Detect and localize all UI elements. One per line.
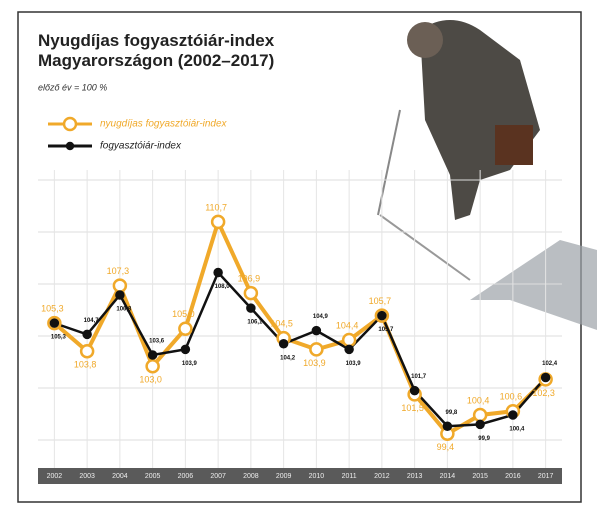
value-label: 108,0	[215, 284, 231, 290]
value-label: 105,3	[41, 304, 64, 314]
value-label: 103,8	[74, 360, 97, 370]
point	[542, 374, 549, 381]
value-label: 103,0	[139, 375, 162, 385]
x-tick-label: 2003	[79, 473, 95, 480]
value-label: 110,7	[205, 202, 227, 212]
point	[247, 305, 254, 312]
legend-label: nyugdíjas fogyasztóiár-index	[100, 119, 228, 130]
x-tick-label: 2002	[47, 473, 63, 480]
point	[474, 409, 486, 421]
x-tick-label: 2011	[342, 473, 357, 480]
point	[378, 312, 385, 319]
value-label: 105,0	[172, 309, 195, 319]
x-tick-label: 2015	[472, 473, 488, 480]
point	[149, 352, 156, 359]
value-label: 100,4	[509, 427, 525, 433]
x-tick-label: 2017	[538, 473, 554, 480]
value-label: 106,9	[238, 274, 261, 284]
x-tick-label: 2016	[505, 473, 521, 480]
value-label: 99,4	[437, 442, 455, 452]
value-label: 103,9	[182, 361, 198, 367]
value-label: 101,7	[411, 374, 427, 380]
value-label: 105,7	[369, 296, 392, 306]
x-tick-label: 2014	[440, 473, 456, 480]
value-label: 104,7	[84, 318, 100, 324]
legend-marker	[67, 143, 73, 149]
value-label: 104,2	[280, 355, 296, 361]
value-label: 106,1	[247, 320, 263, 326]
point	[280, 340, 287, 347]
value-label: 105,3	[51, 335, 67, 341]
point	[310, 343, 322, 355]
x-tick-label: 2005	[145, 473, 161, 480]
point	[84, 331, 91, 338]
subtitle: előző év = 100 %	[38, 82, 107, 92]
point	[444, 423, 451, 430]
point	[509, 412, 516, 419]
legend-marker	[64, 118, 76, 130]
point	[81, 345, 93, 357]
value-label: 100,6	[500, 392, 523, 402]
value-label: 105,7	[378, 327, 394, 333]
point	[114, 280, 126, 292]
point	[411, 387, 418, 394]
point	[51, 320, 58, 327]
point	[147, 360, 159, 372]
x-tick-label: 2008	[243, 473, 259, 480]
point	[346, 346, 353, 353]
value-label: 103,9	[303, 358, 326, 368]
value-label: 102,3	[532, 388, 555, 398]
value-label: 107,3	[107, 266, 130, 276]
value-label: 104,4	[336, 320, 359, 330]
chart: Nyugdíjas fogyasztóiár-indexMagyarország…	[0, 0, 597, 515]
point	[179, 323, 191, 335]
x-tick-label: 2012	[374, 473, 390, 480]
point	[313, 327, 320, 334]
value-label: 100,4	[467, 395, 490, 405]
value-label: 104,5	[270, 319, 293, 329]
legend-label: fogyasztóiár-index	[100, 141, 182, 152]
x-tick-label: 2004	[112, 473, 128, 480]
point	[182, 346, 189, 353]
point	[116, 292, 123, 299]
point	[215, 269, 222, 276]
x-tick-label: 2010	[309, 473, 325, 480]
point	[343, 334, 355, 346]
x-tick-label: 2006	[178, 473, 194, 480]
x-tick-label: 2009	[276, 473, 292, 480]
x-tick-label: 2007	[210, 473, 226, 480]
point	[245, 287, 257, 299]
x-tick-label: 2013	[407, 473, 423, 480]
value-label: 104,9	[313, 314, 329, 320]
point	[212, 216, 224, 228]
value-label: 102,4	[542, 361, 558, 367]
value-label: 101,5	[401, 403, 424, 413]
point	[477, 421, 484, 428]
value-label: 103,9	[346, 361, 362, 367]
value-label: 99,8	[446, 410, 458, 416]
value-label: 99,9	[478, 436, 490, 442]
value-label: 106,8	[116, 307, 132, 313]
value-label: 103,6	[149, 339, 165, 345]
